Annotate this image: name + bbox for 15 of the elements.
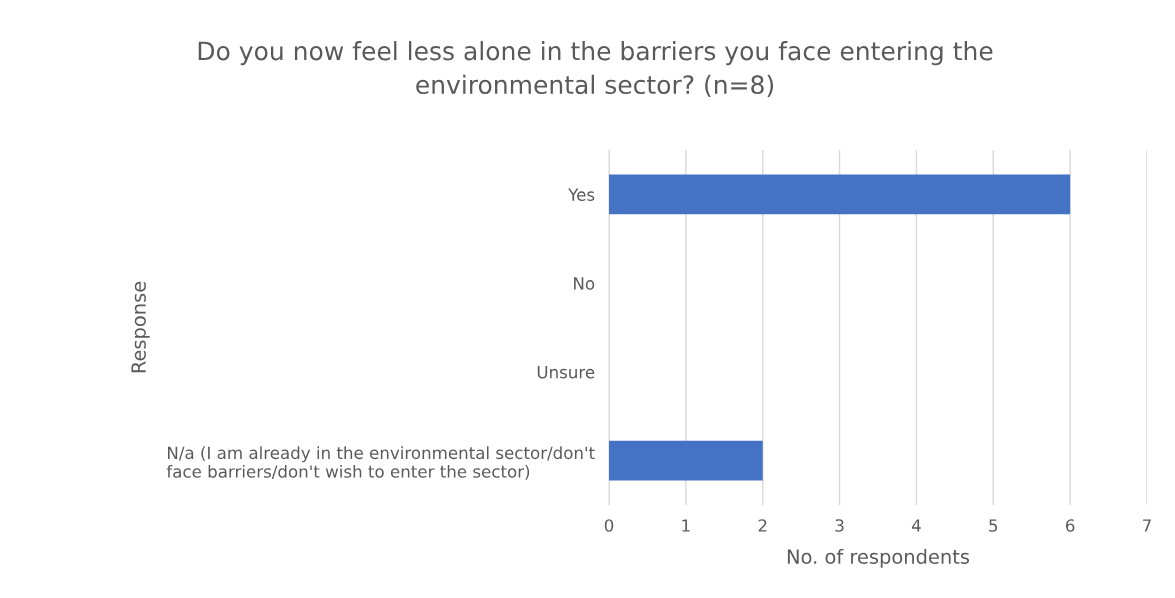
y-tick-label: N/a (I am already in the environmental sector/don't face barriers/don't wish to enter the sector): [166, 446, 595, 480]
x-tick-label: 1: [682, 519, 690, 532]
x-tick-label: 2: [758, 519, 767, 532]
y-tick-label: Unsure: [537, 366, 595, 379]
x-tick-label: 7: [1143, 519, 1151, 532]
y-tick-label: Yes: [568, 188, 595, 201]
y-tick-label: No: [574, 277, 595, 290]
x-tick-label: 4: [911, 519, 921, 532]
chart-title: Do you now feel less alone in the barriers you face entering the environmental sector? (n=8): [198, 41, 993, 98]
x-tick-label: 0: [604, 519, 614, 532]
y-axis-title: Response: [131, 281, 150, 373]
x-tick-label: 5: [989, 519, 998, 532]
x-tick-label: 6: [1066, 519, 1075, 532]
x-axis-title: No. of respondents: [787, 548, 970, 568]
x-tick-label: 3: [835, 519, 844, 532]
